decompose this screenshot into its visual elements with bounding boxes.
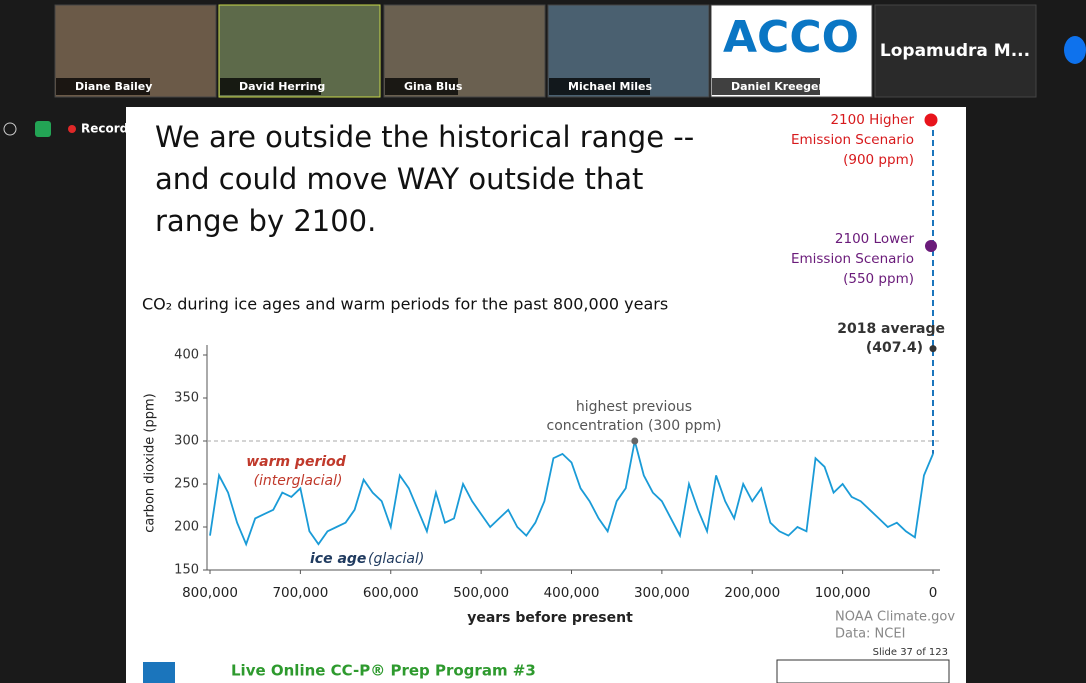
higher-scenario: (900 ppm) [843, 152, 914, 168]
y-tick-label: 200 [174, 520, 199, 535]
higher-point [924, 113, 938, 127]
y-tick-label: 250 [174, 477, 199, 492]
participant-name: Daniel Kreeger [731, 80, 824, 93]
x-tick-label: 400,000 [544, 585, 600, 601]
chart-title: CO₂ during ice ages and warm periods for… [142, 295, 668, 314]
footer: Live Online CC-P® Prep Program #3 [231, 662, 536, 680]
name-bg [712, 78, 820, 95]
slide [126, 107, 966, 683]
warm-sub: (interglacial) [254, 473, 343, 489]
x-axis-label: years before present [467, 610, 633, 626]
x-tick-label: 500,000 [453, 585, 509, 601]
name-bg [549, 78, 650, 95]
participant-name: Michael Miles [568, 80, 652, 93]
ice-label: ice age [310, 551, 366, 567]
highest-label: highest previous [576, 399, 692, 415]
current-value: (407.4) [866, 340, 923, 356]
footer-logo [143, 662, 175, 683]
highest-point [631, 437, 639, 445]
name-bg [385, 78, 458, 95]
y-tick-label: 300 [174, 434, 199, 449]
co2-line [209, 440, 934, 547]
participant-name: Diane Bailey [75, 80, 152, 93]
y-tick-label: 150 [174, 563, 199, 578]
slide-title: and could move WAY outside that [155, 162, 643, 196]
y-axis-label: carbon dioxide (ppm) [143, 393, 158, 532]
ice-sub: (glacial) [368, 551, 424, 567]
lower-point [925, 240, 937, 252]
lower-scenario: Emission Scenario [791, 251, 914, 267]
current-label: 2018 average [837, 321, 945, 337]
x-tick-label: 700,000 [272, 585, 328, 601]
security-icon[interactable] [35, 121, 51, 137]
x-tick-label: 200,000 [724, 585, 780, 601]
y-tick-label: 350 [174, 391, 199, 406]
slide-number: Slide 37 of 123 [873, 647, 948, 658]
logo: ACCO [723, 12, 859, 63]
name-bg [220, 78, 321, 95]
warm-label: warm period [246, 454, 347, 470]
video-tile[interactable] [874, 4, 1037, 98]
acco-logo [776, 659, 950, 683]
rec-dot [68, 125, 76, 133]
participant-name: Lopamudra M... [880, 41, 1030, 61]
y-tick-label: 400 [174, 348, 199, 363]
x-tick-label: 100,000 [815, 585, 871, 601]
x-tick-label: 800,000 [182, 585, 238, 601]
participant-name: David Herring [239, 80, 325, 93]
credit: NOAA Climate.gov [835, 610, 955, 625]
current-point [929, 345, 937, 353]
lower-scenario: 2100 Lower [835, 231, 915, 247]
x-tick-label: 300,000 [634, 585, 690, 601]
slide-title: range by 2100. [155, 204, 376, 238]
recording: Recording [81, 122, 150, 136]
next-page[interactable] [1064, 36, 1086, 64]
highest-label: concentration (300 ppm) [547, 418, 722, 434]
lower-scenario: (550 ppm) [843, 271, 914, 287]
higher-scenario: 2100 Higher [830, 112, 914, 128]
slide-title: We are outside the historical range -- [155, 120, 694, 154]
participant-name: Gina Blus [404, 80, 463, 93]
credit: Data: NCEI [835, 627, 905, 642]
higher-scenario: Emission Scenario [791, 132, 914, 148]
x-tick-label: 600,000 [363, 585, 419, 601]
info-icon[interactable] [3, 122, 17, 136]
name-bg [56, 78, 150, 95]
x-tick-label: 0 [929, 585, 938, 601]
